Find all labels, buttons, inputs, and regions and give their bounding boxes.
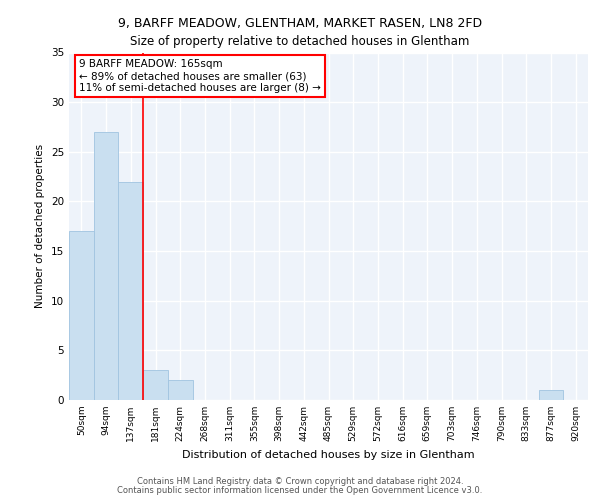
Y-axis label: Number of detached properties: Number of detached properties — [35, 144, 46, 308]
Bar — [539, 390, 563, 400]
Text: 9, BARFF MEADOW, GLENTHAM, MARKET RASEN, LN8 2FD: 9, BARFF MEADOW, GLENTHAM, MARKET RASEN,… — [118, 18, 482, 30]
Text: Size of property relative to detached houses in Glentham: Size of property relative to detached ho… — [130, 35, 470, 48]
Bar — [69, 231, 94, 400]
Bar — [168, 380, 193, 400]
Bar — [143, 370, 168, 400]
Bar — [94, 132, 118, 400]
X-axis label: Distribution of detached houses by size in Glentham: Distribution of detached houses by size … — [182, 450, 475, 460]
Text: 9 BARFF MEADOW: 165sqm
← 89% of detached houses are smaller (63)
11% of semi-det: 9 BARFF MEADOW: 165sqm ← 89% of detached… — [79, 60, 321, 92]
Bar — [118, 182, 143, 400]
Text: Contains HM Land Registry data © Crown copyright and database right 2024.: Contains HM Land Registry data © Crown c… — [137, 477, 463, 486]
Text: Contains public sector information licensed under the Open Government Licence v3: Contains public sector information licen… — [118, 486, 482, 495]
